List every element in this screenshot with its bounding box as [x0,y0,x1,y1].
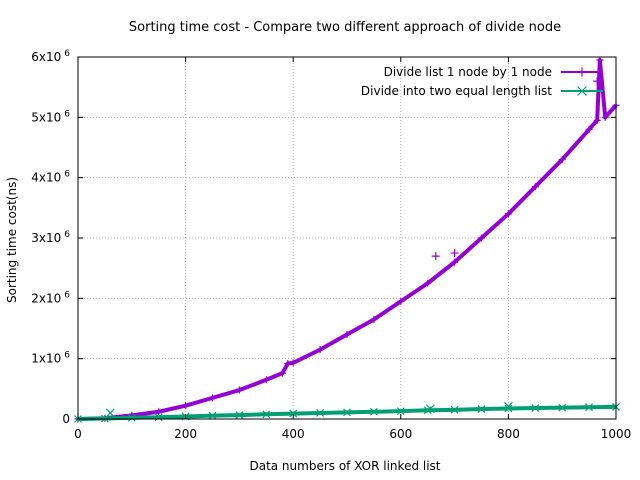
data-point [396,407,405,416]
y-tick-label: 3x10 6 [31,230,70,245]
data-point [558,156,566,164]
legend-label: Divide list 1 node by 1 node [384,65,552,79]
tick-marks [77,56,617,420]
data-point [154,413,163,422]
y-tick-label-exponent: 6 [64,49,70,59]
data-point [262,376,270,384]
data-point [504,210,512,218]
outlier-point [425,404,435,414]
outlier-point [503,401,513,411]
x-axis-label: Data numbers of XOR linked list [249,459,440,473]
data-point [209,394,216,402]
legend-marker [577,67,587,77]
data-point [235,386,243,394]
data-point [127,413,136,422]
y-tick-label-exponent: 6 [64,170,70,180]
data-point [585,125,593,133]
data-point [504,404,513,413]
data-point [343,331,351,339]
outlier-point [431,252,440,261]
data-point [558,403,567,412]
x-tick-label: 1000 [601,427,632,441]
outlier-point [450,249,459,258]
legend-marker [577,86,587,96]
outlier-point [105,408,115,418]
data-point [289,359,297,367]
y-tick-label-exponent: 6 [64,109,70,119]
y-tick-label: 5x10 6 [31,109,70,124]
y-tick-label-base: 6x10 [31,50,61,64]
x-tick-label: 400 [282,427,305,441]
series-layer [74,56,620,423]
x-tick-label: 0 [74,427,82,441]
data-point [424,279,432,287]
legend-label: Divide into two equal length list [361,84,552,98]
data-point [262,410,271,419]
data-point [531,183,539,191]
data-point [478,234,485,242]
data-point [477,405,486,413]
series-line [77,58,618,421]
y-axis-label: Sorting time cost(ns) [5,177,19,303]
series-2 [74,401,620,423]
y-tick-label: 2x10 6 [31,290,70,305]
x-tick-label: 800 [497,427,520,441]
data-point [450,405,459,414]
series-1 [74,56,620,423]
data-point [316,346,324,354]
legend-entry: Divide list 1 node by 1 node [384,65,603,79]
data-point [369,407,378,416]
legend-entry: Divide into two equal length list [361,84,603,98]
plot-frame [77,56,617,420]
y-tick-label-base: 5x10 [31,110,61,124]
outlier-point [593,77,602,86]
chart-title: Sorting time cost - Compare two differen… [129,20,561,35]
y-tick-label-exponent: 6 [64,230,70,240]
data-point [284,359,292,367]
data-point [182,402,190,410]
data-point [316,409,325,417]
data-point [451,258,459,266]
legend: Divide list 1 node by 1 node Divide into … [361,65,603,98]
y-tick-label: 0 [62,412,70,426]
y-tick-label: 1x10 6 [31,351,70,366]
data-point [208,411,217,420]
y-tick-label-exponent: 6 [64,290,70,300]
data-point [601,113,609,121]
y-tick-label-base: 3x10 [31,231,61,245]
y-tick-label: 4x10 6 [31,170,70,185]
y-tick-label-base: 2x10 [31,291,61,305]
data-point [596,56,604,64]
y-tick-label: 6x10 6 [31,49,70,64]
data-point [235,411,244,420]
y-tick-label-base: 0 [62,412,70,426]
y-tick-label-exponent: 6 [64,351,70,361]
data-point [531,404,540,412]
data-point [289,409,298,418]
data-point [593,116,601,124]
y-tick-label-base: 1x10 [31,352,61,366]
x-tick-label: 600 [389,427,412,441]
data-point [278,369,286,377]
data-point [397,297,405,305]
data-point [585,403,594,412]
data-point [155,408,163,416]
y-tick-label-base: 4x10 [31,171,61,185]
data-point [370,315,378,323]
data-point [343,408,351,417]
x-tick-label: 200 [174,427,197,441]
grid-lines [78,57,616,419]
